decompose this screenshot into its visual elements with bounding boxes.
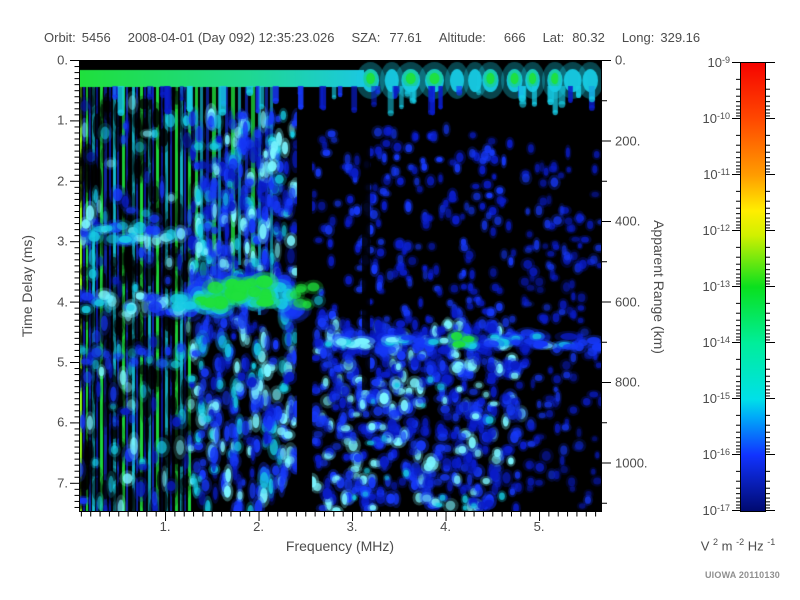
left-tick-label: 0. [57, 52, 68, 68]
header-item-2: SZA: 77.61 [351, 30, 421, 45]
header-item-4: Lat: 80.32 [543, 30, 605, 45]
y-axis-title-right: Apparent Range (km) [651, 220, 667, 354]
spectrogram-canvas [79, 60, 602, 512]
spectrogram-plot [79, 60, 602, 512]
colorbar-tick-label: 10-14 [702, 334, 730, 351]
left-tick-label: 3. [57, 233, 68, 249]
right-tick-label: 400. [615, 213, 641, 229]
right-tick-label: 800. [615, 374, 641, 390]
header-value: 5456 [81, 30, 111, 45]
right-tick-label: 0. [615, 52, 626, 68]
x-tick-label: 2. [253, 519, 264, 534]
header-item-1: 2008-04-01 (Day 092) 12:35:23.026 [128, 30, 335, 45]
left-tick-label: 5. [57, 354, 68, 370]
header-value: 2008-04-01 (Day 092) 12:35:23.026 [127, 30, 335, 45]
right-tick-label: 600. [615, 294, 641, 309]
header-item-5: Long: 329.16 [622, 30, 700, 45]
header-value: 329.16 [660, 30, 701, 45]
credit-text: UIOWA 20110130 [704, 570, 780, 580]
colorbar-tick-label: 10-17 [702, 502, 730, 519]
y-axis-title-left: Time Delay (ms) [19, 234, 35, 338]
colorbar-tick-label: 10-13 [702, 278, 730, 295]
left-tick-label: 6. [57, 414, 68, 430]
colorbar-tick-label: 10-16 [702, 446, 730, 463]
x-tick-label: 3. [346, 519, 358, 534]
header-label: Lat: [542, 30, 565, 45]
colorbar-units: V 2 m -2 Hz -1 [700, 537, 776, 554]
x-axis-title: Frequency (MHz) [285, 538, 395, 554]
header-info: Orbit: 5456 2008-04-01 (Day 092) 12:35:23.… [44, 30, 700, 45]
colorbar-tick-label: 10-10 [702, 110, 730, 127]
header-label: Long: [621, 30, 655, 45]
left-tick-label: 1. [57, 112, 68, 128]
x-tick-label: 4. [440, 519, 451, 534]
colorbar-tick-label: 10-15 [702, 390, 730, 407]
colorbar [740, 62, 766, 512]
right-tick-label: 200. [615, 133, 641, 148]
header-value: 666 [503, 30, 526, 45]
colorbar-tick-label: 10-11 [703, 166, 730, 183]
left-tick-label: 2. [57, 173, 68, 189]
left-tick-label: 4. [57, 294, 68, 310]
x-tick-label: 1. [159, 519, 171, 534]
header-value: 77.61 [389, 30, 422, 45]
header-item-3: Altitude: 666 [439, 30, 526, 45]
colorbar-tick-label: 10-12 [702, 222, 730, 239]
left-tick-label: 7. [57, 475, 68, 491]
header-label: Orbit: [44, 30, 76, 45]
header-label: Altitude: [438, 30, 486, 45]
header-value: 80.32 [572, 30, 605, 45]
header-item-0: Orbit: 5456 [44, 30, 111, 45]
right-tick-label: 1000. [615, 455, 648, 470]
header-label: SZA: [351, 30, 381, 45]
x-tick-label: 5. [533, 519, 545, 534]
colorbar-tick-label: 10-9 [707, 54, 730, 71]
